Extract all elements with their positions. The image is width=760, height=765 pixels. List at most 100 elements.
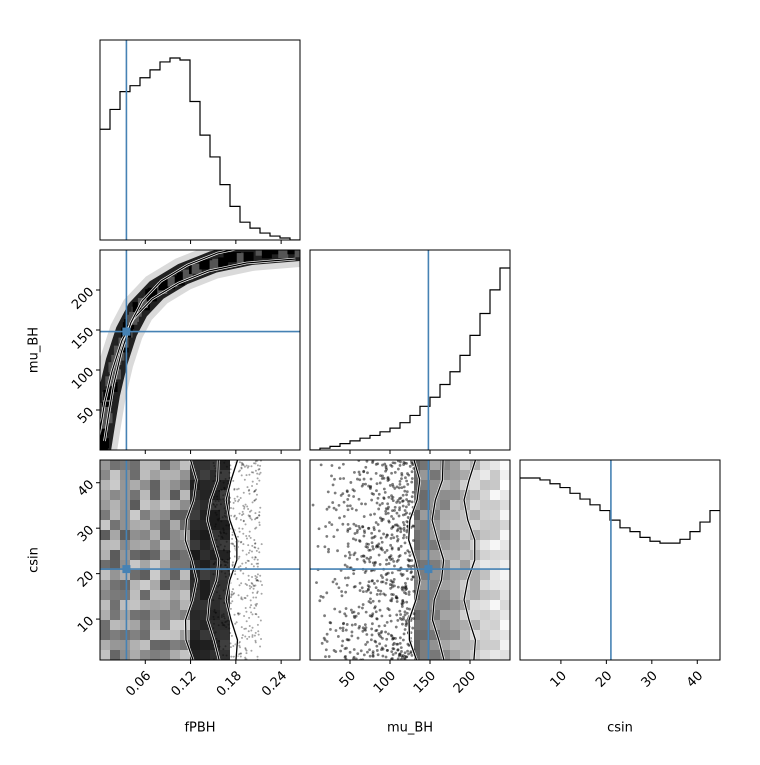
scatter-point	[232, 644, 235, 647]
density-cell	[150, 620, 161, 631]
scatter-point	[233, 555, 236, 558]
density-cell	[100, 650, 111, 660]
scatter-point	[238, 530, 241, 533]
scatter-point	[391, 647, 395, 650]
x-tick-label-mu_BH: 200	[451, 668, 479, 696]
scatter-point	[371, 599, 375, 603]
scatter-point	[373, 535, 377, 538]
scatter-point	[337, 586, 341, 590]
scatter-point	[375, 617, 379, 621]
scatter-point	[217, 500, 220, 503]
scatter-point	[383, 491, 387, 494]
contour-0	[184, 460, 198, 660]
scatter-point	[245, 610, 248, 613]
scatter-point	[360, 586, 364, 590]
scatter-point	[389, 554, 393, 558]
scatter-point	[243, 627, 246, 630]
scatter-point	[396, 467, 400, 471]
scatter-point	[403, 489, 407, 493]
scatter-point	[336, 635, 340, 638]
scatter-point	[227, 623, 230, 626]
density-cell	[480, 640, 491, 651]
density-cell	[294, 250, 300, 258]
scatter-point	[406, 642, 410, 646]
density-cell	[130, 610, 141, 621]
density-cell	[180, 650, 191, 660]
scatter-point	[236, 535, 239, 538]
density-cell	[120, 630, 131, 641]
density-cell	[100, 580, 111, 591]
density-cell	[210, 550, 221, 561]
scatter-point	[404, 624, 408, 627]
scatter-point	[377, 599, 381, 603]
density-cell	[160, 540, 171, 551]
scatter-point	[244, 561, 247, 564]
density-cell	[480, 550, 491, 561]
scatter-point	[361, 626, 365, 630]
density-cell	[490, 530, 501, 541]
scatter-point	[384, 630, 387, 634]
scatter-point	[251, 582, 254, 585]
density-cell	[190, 540, 201, 551]
scatter-point	[216, 495, 219, 498]
scatter-point	[224, 564, 227, 567]
scatter-point	[250, 582, 253, 585]
density-cell	[140, 480, 151, 491]
scatter-point	[254, 542, 257, 545]
scatter-point	[249, 606, 252, 609]
scatter-point	[248, 492, 251, 495]
scatter-point	[216, 518, 219, 521]
scatter-point	[230, 514, 233, 517]
density-cell	[410, 530, 421, 541]
scatter-point	[256, 516, 259, 519]
x-tick-label-csin: 10	[548, 668, 570, 690]
scatter-point	[399, 496, 403, 500]
scatter-point	[214, 611, 217, 614]
scatter-point	[381, 654, 385, 658]
density-cell	[210, 570, 221, 581]
contour-2	[225, 460, 239, 660]
density-cell	[120, 540, 131, 551]
scatter-point	[217, 616, 220, 619]
scatter-point	[248, 510, 251, 513]
x-tick-label-csin: 20	[593, 668, 615, 690]
density-cell	[410, 510, 421, 521]
density-cell	[100, 520, 111, 531]
density-cell	[100, 490, 111, 501]
scatter-point	[398, 609, 402, 613]
density-cell	[500, 530, 510, 541]
density-cell	[470, 480, 481, 491]
scatter-point	[213, 618, 216, 621]
scatter-point	[232, 507, 235, 510]
scatter-point	[243, 596, 246, 599]
scatter-point	[352, 648, 356, 651]
scatter-point	[257, 633, 260, 636]
scatter-point	[242, 463, 245, 466]
scatter-point	[233, 613, 236, 616]
scatter-point	[229, 642, 232, 645]
density-cell	[190, 590, 201, 601]
density-cell	[140, 470, 151, 481]
scatter-point	[370, 531, 374, 535]
y-tick-label-csin: 40	[75, 477, 97, 499]
density-cell	[470, 470, 481, 481]
scatter-point	[352, 585, 356, 589]
scatter-point	[253, 558, 256, 561]
scatter-point	[214, 525, 217, 528]
scatter-point	[217, 581, 220, 584]
scatter-point	[253, 462, 256, 465]
scatter-point	[221, 622, 224, 625]
scatter-point	[238, 644, 241, 647]
scatter-point	[241, 598, 244, 601]
truth-marker	[122, 565, 131, 574]
scatter-point	[250, 604, 253, 607]
scatter-point	[345, 623, 349, 626]
density-cell	[200, 480, 211, 491]
scatter-point	[410, 477, 414, 480]
scatter-point	[251, 626, 254, 629]
scatter-point	[222, 531, 225, 534]
scatter-point	[410, 559, 414, 562]
scatter-point	[222, 527, 225, 530]
scatter-point	[242, 504, 245, 507]
density-cell	[100, 550, 111, 561]
